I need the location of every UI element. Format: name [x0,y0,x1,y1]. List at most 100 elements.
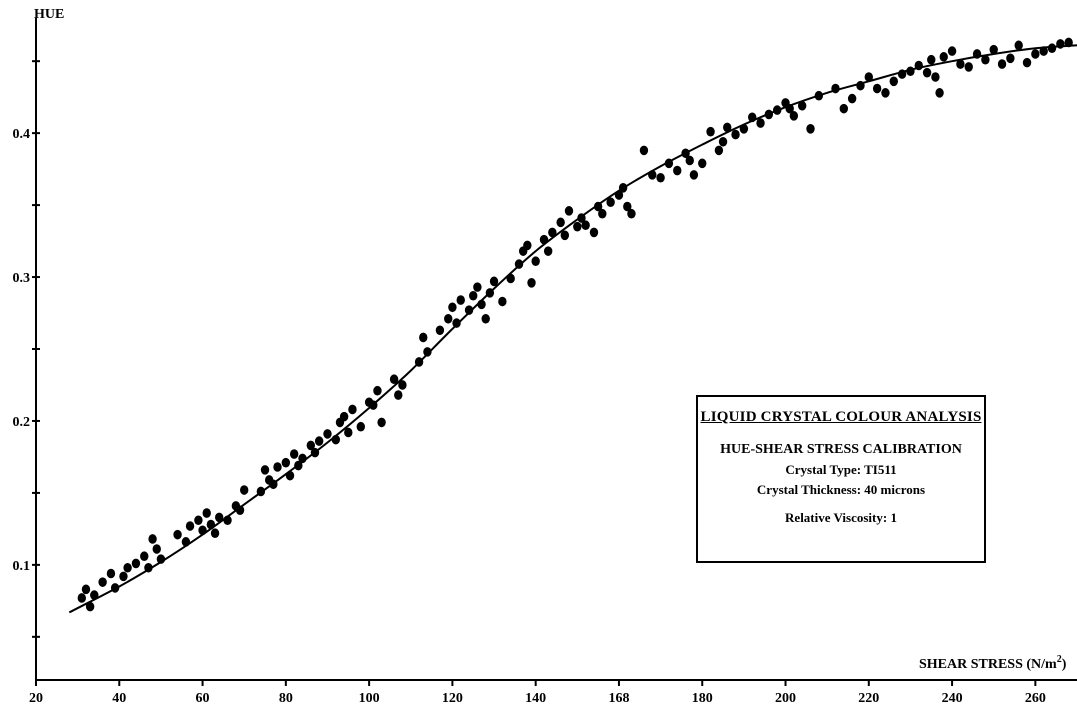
data-point [623,201,632,212]
data-point [256,486,266,497]
data-point [1031,49,1040,59]
data-point [989,44,998,55]
data-point [997,59,1007,69]
data-point [260,465,270,475]
data-point [344,427,353,438]
data-point [389,374,399,385]
data-point [748,112,757,123]
data-point [131,558,141,569]
data-point [889,76,898,87]
data-point [185,521,195,531]
x-tick-label: 180 [692,691,713,706]
data-point [98,577,107,587]
x-axis-label-text: SHEAR STRESS (N/m [919,657,1057,672]
data-point [648,170,657,180]
data-point [564,206,574,216]
data-point [469,290,478,301]
data-point [119,571,128,582]
data-point [173,529,182,540]
data-point [764,109,774,120]
data-point [485,288,495,298]
x-tick-label: 120 [442,691,463,706]
data-point [543,246,553,256]
data-point [560,230,570,241]
data-point [152,544,161,554]
data-point [269,479,278,490]
data-point [198,525,207,536]
data-point [956,59,965,69]
x-tick-label: 220 [858,691,879,706]
data-point [206,519,216,530]
data-point [756,118,765,128]
data-point [148,534,157,544]
x-tick-label: 140 [525,691,546,706]
data-point [573,221,582,232]
data-point [289,449,299,459]
data-point [931,72,940,82]
y-tick-label: 0.4 [13,127,31,142]
data-point [81,584,91,595]
x-tick-label: 200 [775,691,796,706]
data-point [202,508,211,518]
data-point [123,562,132,573]
data-point [981,54,990,65]
x-tick-label: 168 [608,691,629,706]
data-point [106,568,116,579]
y-axis-label: HUE [34,7,64,22]
data-point [348,404,357,415]
x-tick-label: 260 [1025,691,1046,706]
data-point [847,93,857,104]
data-point [356,421,365,432]
info-box: LIQUID CRYSTAL COLOUR ANALYSIS HUE-SHEAR… [696,395,986,563]
data-point [806,124,815,134]
data-point [273,462,282,472]
data-point [314,436,324,446]
data-point [523,240,532,251]
data-point [464,305,474,315]
data-point [414,357,424,367]
data-point [731,129,740,140]
data-point [927,54,936,65]
data-points [77,37,1073,612]
relative-viscosity: Relative Viscosity: 1 [785,510,897,525]
x-axis-label-close: ) [1062,657,1067,672]
data-point [156,554,166,564]
y-tick-label: 0.3 [13,271,31,286]
data-point [110,583,120,593]
data-point [294,460,303,471]
data-point [681,148,690,159]
data-point [331,434,341,445]
data-point [444,313,453,324]
data-point [477,299,486,310]
x-tick-label: 240 [942,691,963,706]
data-point [614,190,624,200]
data-point [223,515,232,526]
data-point [369,400,378,410]
data-point [452,318,461,328]
data-point [556,217,565,228]
data-point [373,385,382,396]
data-point [144,562,153,573]
data-point [394,390,403,400]
data-point [598,208,607,219]
data-point [506,273,515,284]
crystal-thickness: Crystal Thickness: 40 microns [756,482,926,497]
x-tick-label: 80 [279,691,293,706]
data-point [589,227,599,238]
data-point [448,302,457,313]
data-point [789,111,799,121]
x-tick-label: 20 [29,691,43,706]
data-point [473,282,482,292]
x-tick-label: 60 [196,691,210,706]
data-point [435,325,445,336]
data-point [281,457,291,468]
data-point [914,60,923,71]
y-axis-ticks: 0.1 0.2 0.3 0.4 [13,60,40,638]
data-point [698,158,707,169]
data-point [972,49,982,59]
data-point [618,183,628,193]
data-point [797,100,807,111]
data-point [706,126,715,137]
crystal-type: Crystal Type: TI511 [785,462,897,477]
